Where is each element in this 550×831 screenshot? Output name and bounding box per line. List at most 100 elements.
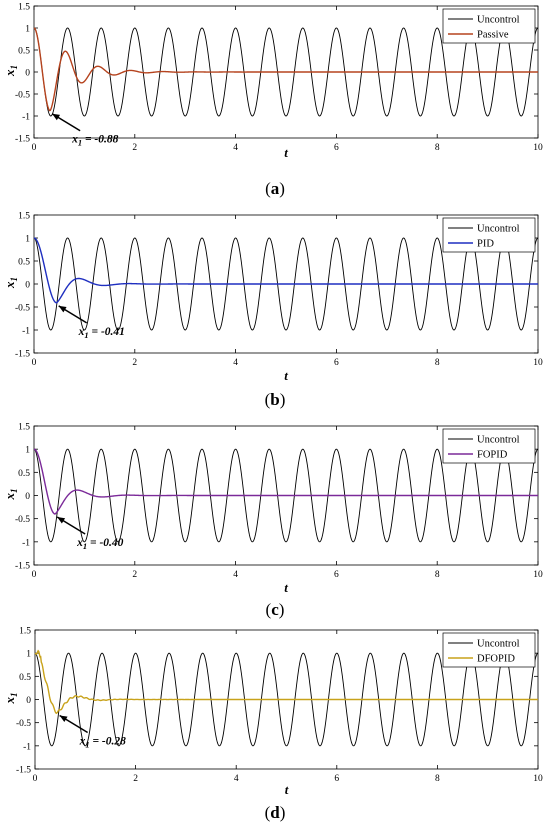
- legend-label: Uncontrol: [477, 15, 520, 26]
- series-line-uncontrol: [33, 27, 539, 117]
- x-tick-label: 2: [132, 143, 137, 153]
- x-tick-label: 4: [233, 358, 238, 368]
- caption-open: (: [264, 390, 271, 409]
- y-axis-label: x1: [2, 693, 19, 705]
- y-tick-label: 1: [25, 235, 30, 245]
- y-tick-label: -0.5: [16, 719, 31, 729]
- legend-label: DFOPID: [477, 654, 515, 665]
- annotation-arrowhead: [59, 715, 68, 722]
- y-tick-label: 0.5: [18, 47, 30, 57]
- y-tick-label: -1: [23, 742, 31, 752]
- y-axis-label-base: x: [2, 697, 17, 705]
- x-tick-label: 10: [533, 143, 543, 153]
- y-tick-label: 0.5: [18, 469, 30, 479]
- chart-panel-b: 1.510.50-0.5-1-1.50 2 4 6 8 10tx1UncontrolPID…: [2, 212, 543, 384]
- series-line-uncontrol: [33, 448, 539, 543]
- legend-label: Uncontrol: [477, 224, 520, 235]
- x-tick-label: 2: [132, 570, 137, 580]
- y-tick-label: 0: [25, 281, 30, 291]
- y-axis-label-subscript: 1: [9, 489, 19, 494]
- x-axis-label: t: [284, 145, 288, 160]
- x-tick-label: 8: [435, 358, 440, 368]
- legend-box: [442, 428, 536, 464]
- annotation-arrowhead: [57, 517, 66, 524]
- x-tick-label: 0: [32, 143, 37, 153]
- y-tick-label: 0.5: [18, 258, 30, 268]
- series-line-dfopid: [34, 649, 538, 715]
- y-axis-label: x1: [2, 489, 19, 501]
- series-line-fopid: [33, 448, 538, 515]
- x-axis-label: t: [284, 368, 288, 383]
- x-axis-label: t: [285, 782, 289, 797]
- annotation-subscript: 1: [78, 138, 82, 148]
- annotation-label: x1 = -0.88: [71, 134, 119, 148]
- y-tick-label: 1: [26, 650, 31, 660]
- series-line-passive: [33, 27, 538, 112]
- y-tick-label: 0: [25, 492, 30, 502]
- y-tick-label: -1: [22, 327, 30, 337]
- annotation-prefix: x: [76, 537, 83, 549]
- y-tick-label: -1: [22, 538, 30, 548]
- y-tick-label: -1.5: [15, 135, 30, 145]
- x-tick-label: 6: [334, 358, 339, 368]
- x-tick-label: 10: [533, 570, 543, 580]
- y-tick-label: 1.5: [19, 627, 31, 637]
- x-tick-label: 4: [234, 774, 239, 784]
- y-axis-label-subscript: 1: [9, 693, 19, 698]
- y-tick-label: 0: [26, 696, 31, 706]
- annotation-value: = -0.41: [89, 326, 125, 338]
- x-tick-label: 0: [32, 570, 37, 580]
- legend-box: [442, 8, 536, 44]
- x-tick-label: 4: [233, 143, 238, 153]
- series-line-uncontrol: [33, 237, 539, 331]
- annotation-subscript: 1: [84, 330, 88, 340]
- y-tick-label: -1.5: [15, 350, 30, 360]
- y-tick-label: 1.5: [18, 3, 30, 13]
- annotation-label: x1 = -0.41: [78, 326, 125, 340]
- annotation-prefix: x: [71, 134, 78, 146]
- y-axis-label: x1: [2, 65, 19, 77]
- x-tick-label: 8: [435, 570, 440, 580]
- x-tick-label: 6: [334, 570, 339, 580]
- y-tick-label: -1: [22, 113, 30, 123]
- y-axis-label: x1: [2, 277, 19, 289]
- x-tick-label: 2: [133, 774, 138, 784]
- annotation-prefix: x: [79, 735, 86, 747]
- caption-open: (: [264, 803, 271, 822]
- annotation-value: = -0.88: [82, 134, 119, 146]
- caption-close: ): [279, 179, 285, 198]
- annotation-arrowhead: [52, 113, 61, 121]
- x-tick-label: 2: [132, 358, 137, 368]
- annotation-arrowhead: [58, 305, 67, 313]
- caption-label: c: [271, 600, 279, 619]
- caption-a: (a): [0, 179, 550, 199]
- y-tick-label: 1: [25, 446, 30, 456]
- annotation-label: x1 = -0.40: [76, 537, 124, 551]
- x-axis-label: t: [284, 580, 288, 595]
- series-line-pid: [33, 237, 538, 304]
- x-tick-label: 6: [334, 143, 339, 153]
- y-tick-label: 1: [25, 25, 30, 35]
- caption-label: a: [270, 179, 280, 198]
- caption-open: (: [265, 179, 271, 198]
- x-tick-label: 6: [334, 774, 339, 784]
- y-axis-label-base: x: [2, 493, 17, 501]
- y-tick-label: -1.5: [15, 562, 30, 572]
- legend-label: Passive: [477, 30, 509, 41]
- caption-close: ): [278, 600, 285, 619]
- caption-open: (: [265, 600, 272, 619]
- legend-box: [442, 632, 536, 668]
- legend-label: FOPID: [477, 450, 508, 461]
- annotation-value: = -0.40: [87, 537, 124, 549]
- x-tick-label: 0: [32, 358, 37, 368]
- series-line-uncontrol: [34, 652, 539, 747]
- caption-d: (d): [0, 803, 550, 823]
- x-tick-label: 10: [533, 774, 543, 784]
- caption-label: d: [270, 803, 280, 822]
- y-tick-label: -0.5: [15, 91, 30, 101]
- y-tick-label: -0.5: [15, 515, 30, 525]
- y-tick-label: 1.5: [18, 423, 30, 433]
- y-tick-label: 0.5: [19, 673, 31, 683]
- y-axis-label-base: x: [2, 69, 17, 77]
